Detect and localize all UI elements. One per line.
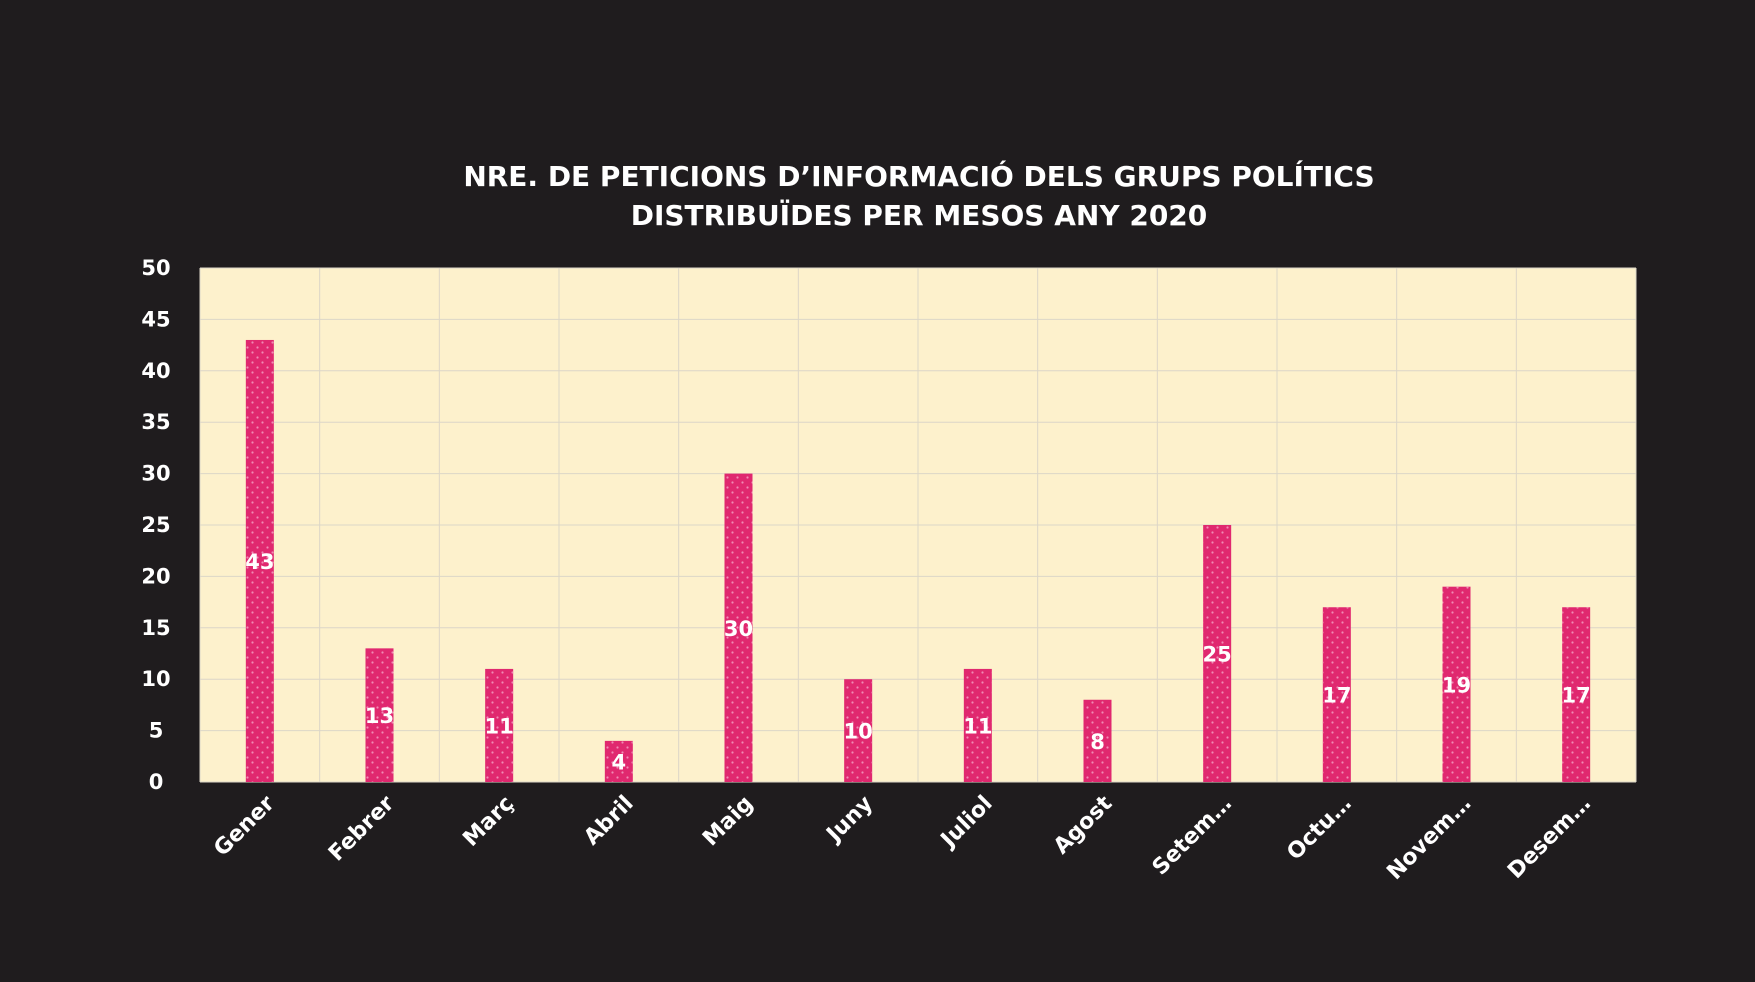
y-tick-label: 50 [141,256,170,280]
bar-value-label: 8 [1090,730,1105,754]
y-tick-label: 5 [149,719,164,743]
x-category-label: Setem… [1148,791,1237,880]
bar-texture [485,668,514,782]
x-category-label: Juliol [935,791,998,854]
x-category-label: Gener [209,791,279,861]
bar-value-label: 10 [844,720,873,744]
bar-value-label: 17 [1322,684,1351,708]
x-category-label: Desem… [1503,791,1596,884]
plot-area: 0 5 10 15 20 25 30 35 40 45 50 43 Gener 13 Febrer 11 Mar… [141,256,1637,885]
y-tick-label: 35 [141,410,170,434]
bar-texture [963,668,992,782]
x-category-label: Novem… [1382,791,1476,885]
bar-value-label: 25 [1203,643,1232,667]
y-tick-label: 20 [141,564,170,588]
bar-texture [365,648,394,782]
x-category-label: Abril [579,791,638,850]
x-category-label: Agost [1049,791,1118,860]
y-tick-label: 30 [141,462,170,486]
bar-value-label: 30 [724,617,753,641]
bar-texture [1562,607,1591,782]
y-tick-label: 10 [141,667,170,691]
chart-title-line-1: NRE. DE PETICIONS D’INFORMACIÓ DELS GRUP… [463,159,1374,193]
y-tick-label: 45 [141,307,170,331]
bar-value-label: 17 [1562,684,1591,708]
y-tick-label: 40 [141,359,170,383]
chart-title-line-2: DISTRIBUÏDES PER MESOS ANY 2020 [631,198,1208,232]
bar-value-label: 11 [963,714,992,738]
x-category-label: Juny [821,791,878,848]
bar-texture [1203,525,1232,782]
bar-texture [724,473,753,782]
bar-value-label: 4 [612,750,627,774]
bar-value-label: 19 [1442,673,1471,697]
x-category-label: Octu… [1282,791,1356,865]
y-tick-label: 15 [141,616,170,640]
bar-texture [844,679,873,782]
bar-texture [1442,586,1471,782]
bar-texture [1322,607,1351,782]
y-tick-label: 0 [149,770,164,794]
bar-value-label: 11 [485,714,514,738]
bar-value-label: 13 [365,704,394,728]
y-tick-label: 25 [141,513,170,537]
bar-texture [604,740,633,782]
bar-texture [245,339,274,782]
x-category-label: Maig [698,791,758,851]
x-category-label: Març [458,791,519,852]
bar-value-label: 43 [245,550,274,574]
bar-texture [1083,699,1112,782]
x-category-label: Febrer [324,791,399,866]
